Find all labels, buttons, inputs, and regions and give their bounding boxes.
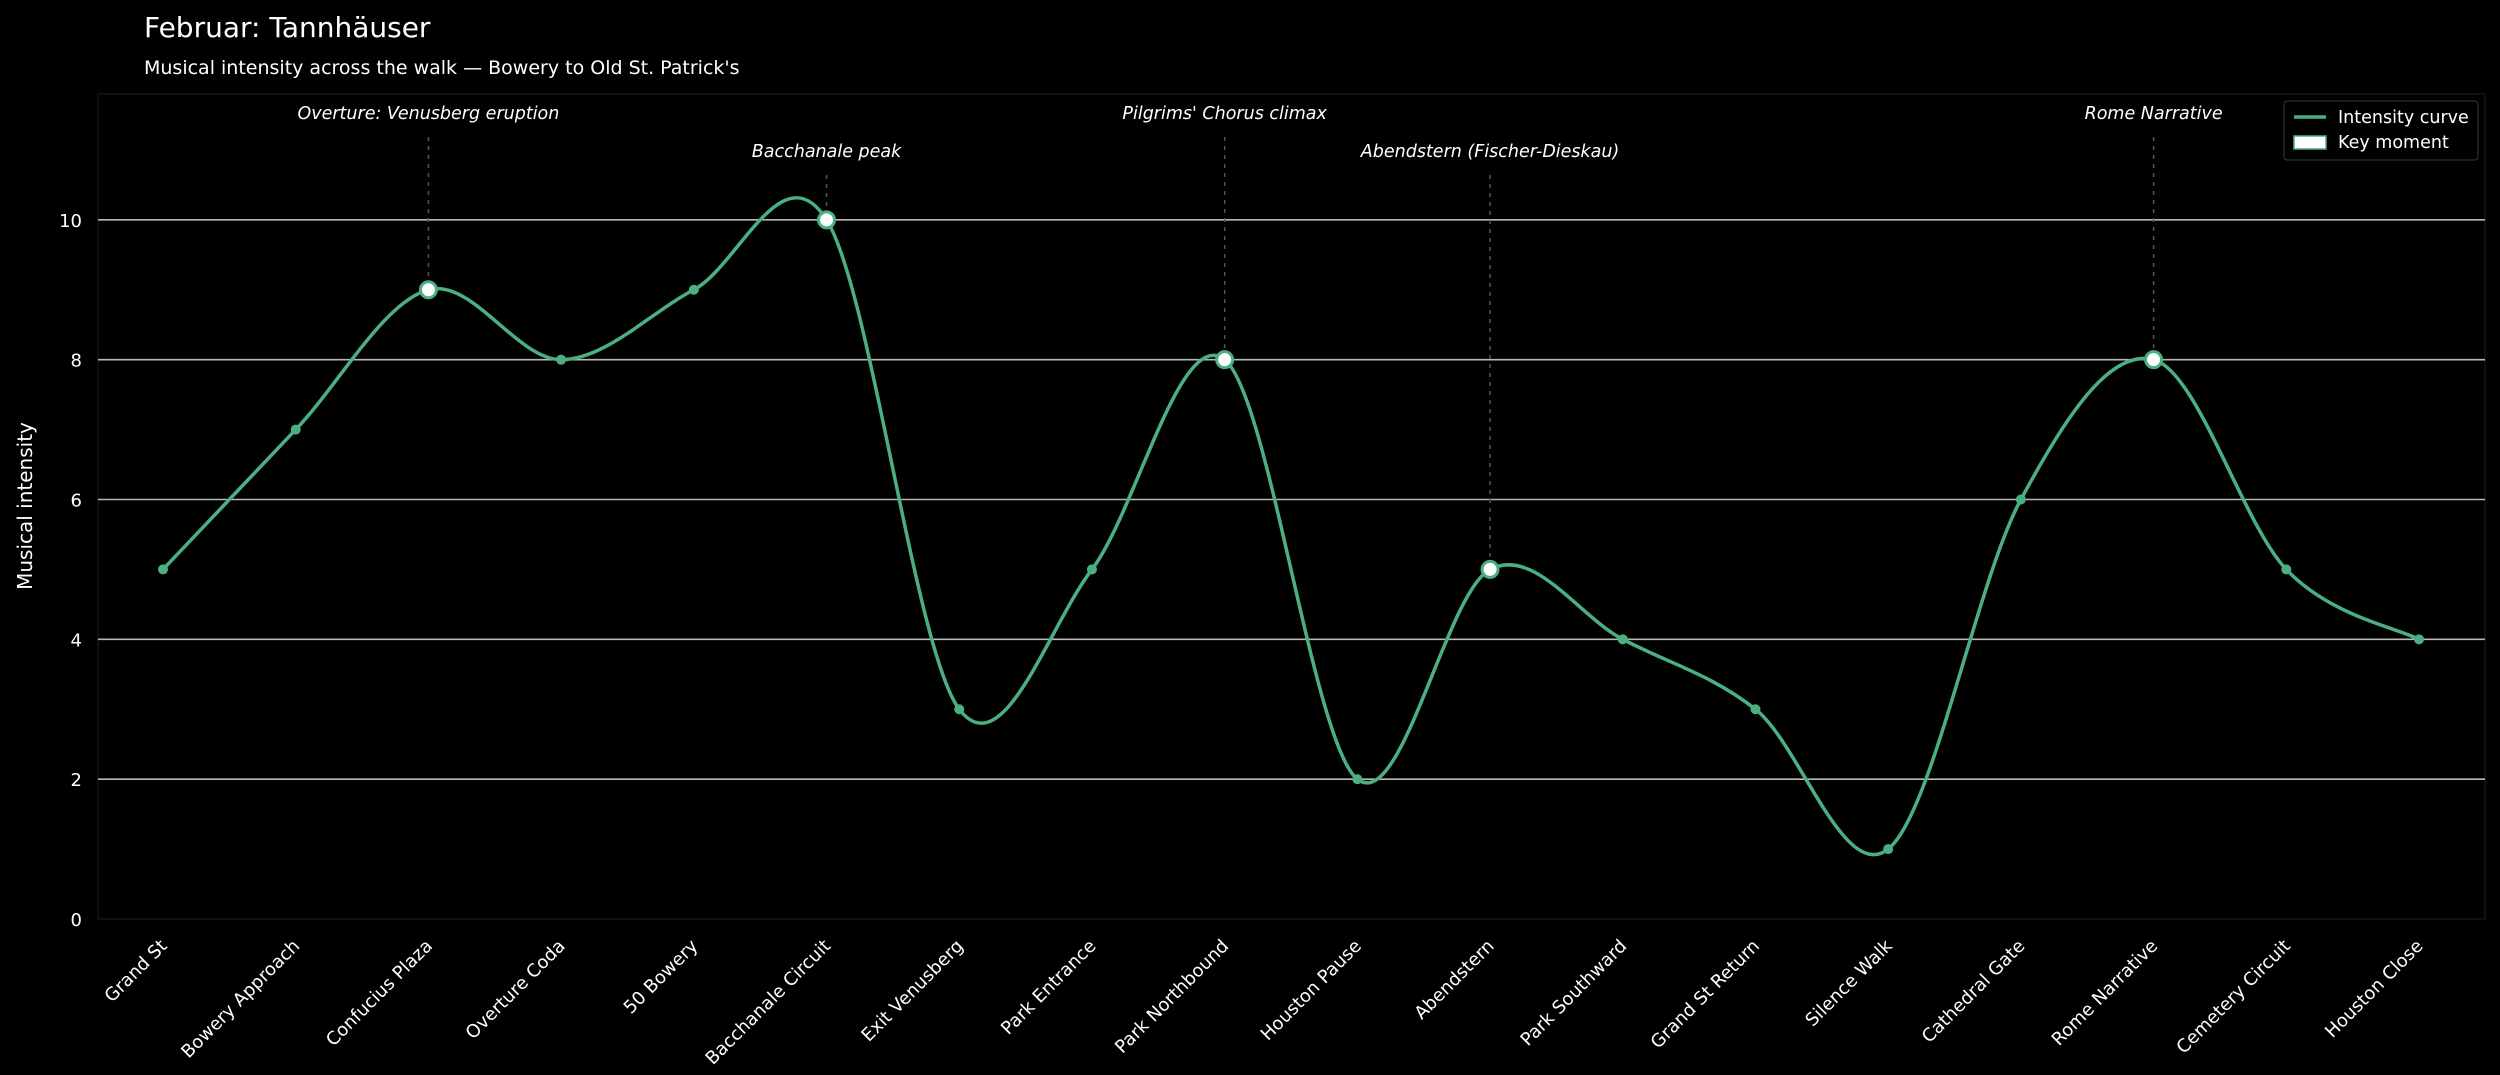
data-point <box>1352 774 1363 785</box>
data-point <box>2281 564 2292 575</box>
chart-title: Februar: Tannhäuser <box>144 11 431 44</box>
data-point <box>158 564 168 575</box>
data-point <box>290 424 301 435</box>
data-point <box>2414 634 2424 645</box>
annotation-leaders <box>427 137 2155 559</box>
y-axis: 0 2 4 6 8 10 <box>59 211 82 931</box>
key-moment-annotation: Bacchanale peak <box>752 142 902 162</box>
data-point <box>1617 634 1628 645</box>
y-tick-label: 2 <box>71 770 82 791</box>
key-moment-marker <box>817 210 837 230</box>
y-tick-label: 10 <box>59 211 82 232</box>
key-moment-annotation: Pilgrims' Chorus climax <box>1122 104 1327 124</box>
legend-key-swatch <box>2293 135 2327 150</box>
plot-frame <box>97 93 2486 920</box>
key-moment-marker <box>418 280 438 300</box>
data-point <box>688 284 699 295</box>
chart-subtitle: Musical intensity across the walk — Bowe… <box>144 57 740 79</box>
key-moment-marker <box>1480 559 1500 579</box>
y-tick-label: 6 <box>71 491 82 512</box>
y-tick-label: 8 <box>71 351 82 372</box>
legend: Intensity curve Key moment <box>2283 100 2479 161</box>
key-moment-annotation: Overture: Venusberg eruption <box>297 104 559 124</box>
key-moment-marker <box>2144 350 2164 370</box>
data-point <box>1883 844 1894 855</box>
legend-label-curve: Intensity curve <box>2338 108 2469 128</box>
data-point <box>1750 704 1761 715</box>
annotations: Overture: Venusberg eruption Bacchanale p… <box>297 104 2222 162</box>
data-point <box>2015 494 2026 505</box>
legend-frame <box>2283 100 2479 161</box>
data-point <box>954 704 965 715</box>
y-axis-label: Musical intensity <box>13 422 37 590</box>
y-tick-label: 4 <box>71 630 82 651</box>
intensity-series <box>161 196 2420 857</box>
grid <box>98 219 2485 780</box>
data-point <box>1086 564 1097 575</box>
y-tick-label: 0 <box>71 910 82 931</box>
data-point <box>556 354 567 365</box>
key-moment-marker <box>1215 350 1235 370</box>
key-moment-annotation: Abendstern (Fischer-Dieskau) <box>1360 142 1620 162</box>
legend-label-key: Key moment <box>2338 133 2449 153</box>
key-moment-annotation: Rome Narrative <box>2085 104 2223 124</box>
intensity-curve <box>161 196 2420 857</box>
key-moments <box>418 210 2164 579</box>
